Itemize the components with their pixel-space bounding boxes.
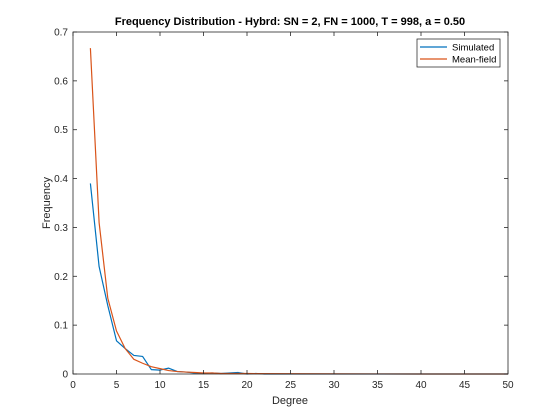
y-axis-label: Frequency <box>41 177 53 229</box>
y-tick-label: 0.6 <box>54 76 68 87</box>
legend-label-simulated: Simulated <box>452 43 494 54</box>
x-tick-label: 0 <box>70 380 76 391</box>
y-tick-label: 0.2 <box>54 272 68 283</box>
x-tick-label: 25 <box>285 380 297 391</box>
legend-box <box>416 38 501 68</box>
chart-title: Frequency Distribution - Hybrd: SN = 2, … <box>115 16 465 28</box>
y-tick-label: 0.5 <box>54 125 68 136</box>
axes-layer: 0 5 10 15 20 25 30 35 40 45 50 0 0.1 0.2 0.3 0.4 0.5 0.6 0… <box>54 28 514 392</box>
legend-label-mean-field: Mean-field <box>452 55 496 66</box>
y-tick-label: 0.3 <box>54 223 68 234</box>
legend: Simulated Mean-field <box>416 38 501 68</box>
x-tick-label: 50 <box>502 380 514 391</box>
x-tick-label: 20 <box>241 380 253 391</box>
x-tick-label: 30 <box>328 380 340 391</box>
x-tick-label: 35 <box>372 380 384 391</box>
x-tick-label: 10 <box>154 380 166 391</box>
x-tick-label: 45 <box>459 380 471 391</box>
y-tick-label: 0.4 <box>54 174 68 185</box>
x-axis-label: Degree <box>272 395 308 407</box>
x-tick-label: 40 <box>415 380 427 391</box>
y-tick-label: 0.7 <box>54 28 68 39</box>
plot-area <box>73 32 508 374</box>
x-tick-label: 15 <box>198 380 210 391</box>
y-tick-label: 0 <box>62 370 68 381</box>
x-tick-label: 5 <box>114 380 120 391</box>
y-tick-label: 0.1 <box>54 321 68 332</box>
